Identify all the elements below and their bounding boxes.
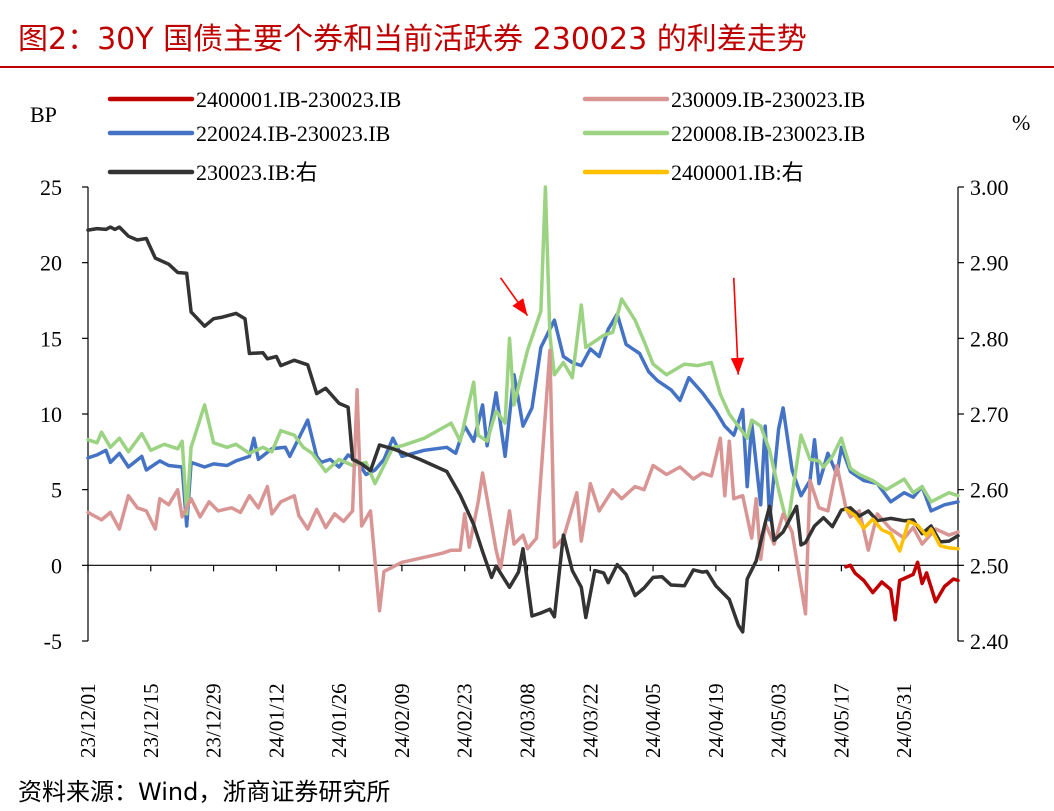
figure-title: 图2：30Y 国债主要个券和当前活跃券 230023 的利差走势 [18,22,807,57]
series-line [86,312,960,528]
legend-label: 2400001.IB-230023.IB [196,87,401,112]
y-right-tick-label: 2.50 [970,553,1009,578]
y-right-tick-label: 2.40 [970,629,1009,654]
x-tick-label: 24/05/03 [767,683,791,758]
x-tick-label: 24/03/08 [515,683,539,758]
annotation-arrow-head [730,357,745,375]
y-right-tick-label: 2.70 [970,402,1009,427]
y-right-tick-label: 2.90 [970,251,1009,276]
x-tick-label: 24/04/05 [641,683,665,758]
y-left-tick-label: 10 [40,402,62,427]
y-left-tick-label: 20 [40,251,62,276]
annotation-arrow-head [512,298,528,316]
x-tick-label: 24/05/17 [829,683,853,758]
x-tick-label: 23/12/29 [202,683,226,758]
y-right-tick-label: 3.00 [970,175,1009,200]
title-rule [0,66,1054,68]
series-line [86,225,960,634]
y-right-tick-label: 2.60 [970,478,1009,503]
y-right-tick-label: 2.80 [970,326,1009,351]
y-axis-right-label: % [1012,110,1030,135]
axes: -5 0 5 10 15 20 25 2.40 2.50 2.60 2.70 2.80 2.90 3.00… [40,175,1009,758]
y-left-tick-label: 15 [40,326,62,351]
x-tick-label: 24/01/26 [327,683,351,758]
x-tick-label: 24/05/31 [892,683,916,758]
series [86,185,960,634]
legend-label: 230009.IB-230023.IB [671,87,865,112]
legend: 2400001.IB-230023.IB 230009.IB-230023.IB 2… [107,87,865,185]
legend-label: 230023.IB:右 [196,160,318,185]
spread-line-chart: 2400001.IB-230023.IB 230009.IB-230023.IB 2… [30,87,1030,758]
x-tick-label: 24/02/09 [390,683,414,758]
series-line [86,185,960,528]
x-tick-label: 24/01/12 [264,683,288,758]
y-left-tick-label: -5 [44,629,62,654]
y-left-tick-label: 0 [51,553,62,578]
x-tick-label: 24/03/22 [578,683,602,758]
x-tick-label: 23/12/15 [139,683,163,758]
legend-label: 220024.IB-230023.IB [196,121,390,146]
y-left-tick-label: 25 [40,175,62,200]
series-line [844,507,960,553]
x-tick-label: 23/12/01 [76,683,100,758]
x-tick-label: 24/04/19 [704,683,728,758]
series-line [844,560,960,622]
legend-label: 220008.IB-230023.IB [671,121,865,146]
y-axis-left-label: BP [30,102,57,127]
y-left-tick-label: 5 [51,478,62,503]
series-line [86,348,960,616]
legend-label: 2400001.IB:右 [671,160,804,185]
x-tick-label: 24/02/23 [453,683,477,758]
figure-source: 资料来源：Wind，浙商证券研究所 [18,778,391,806]
annotations [499,277,745,375]
